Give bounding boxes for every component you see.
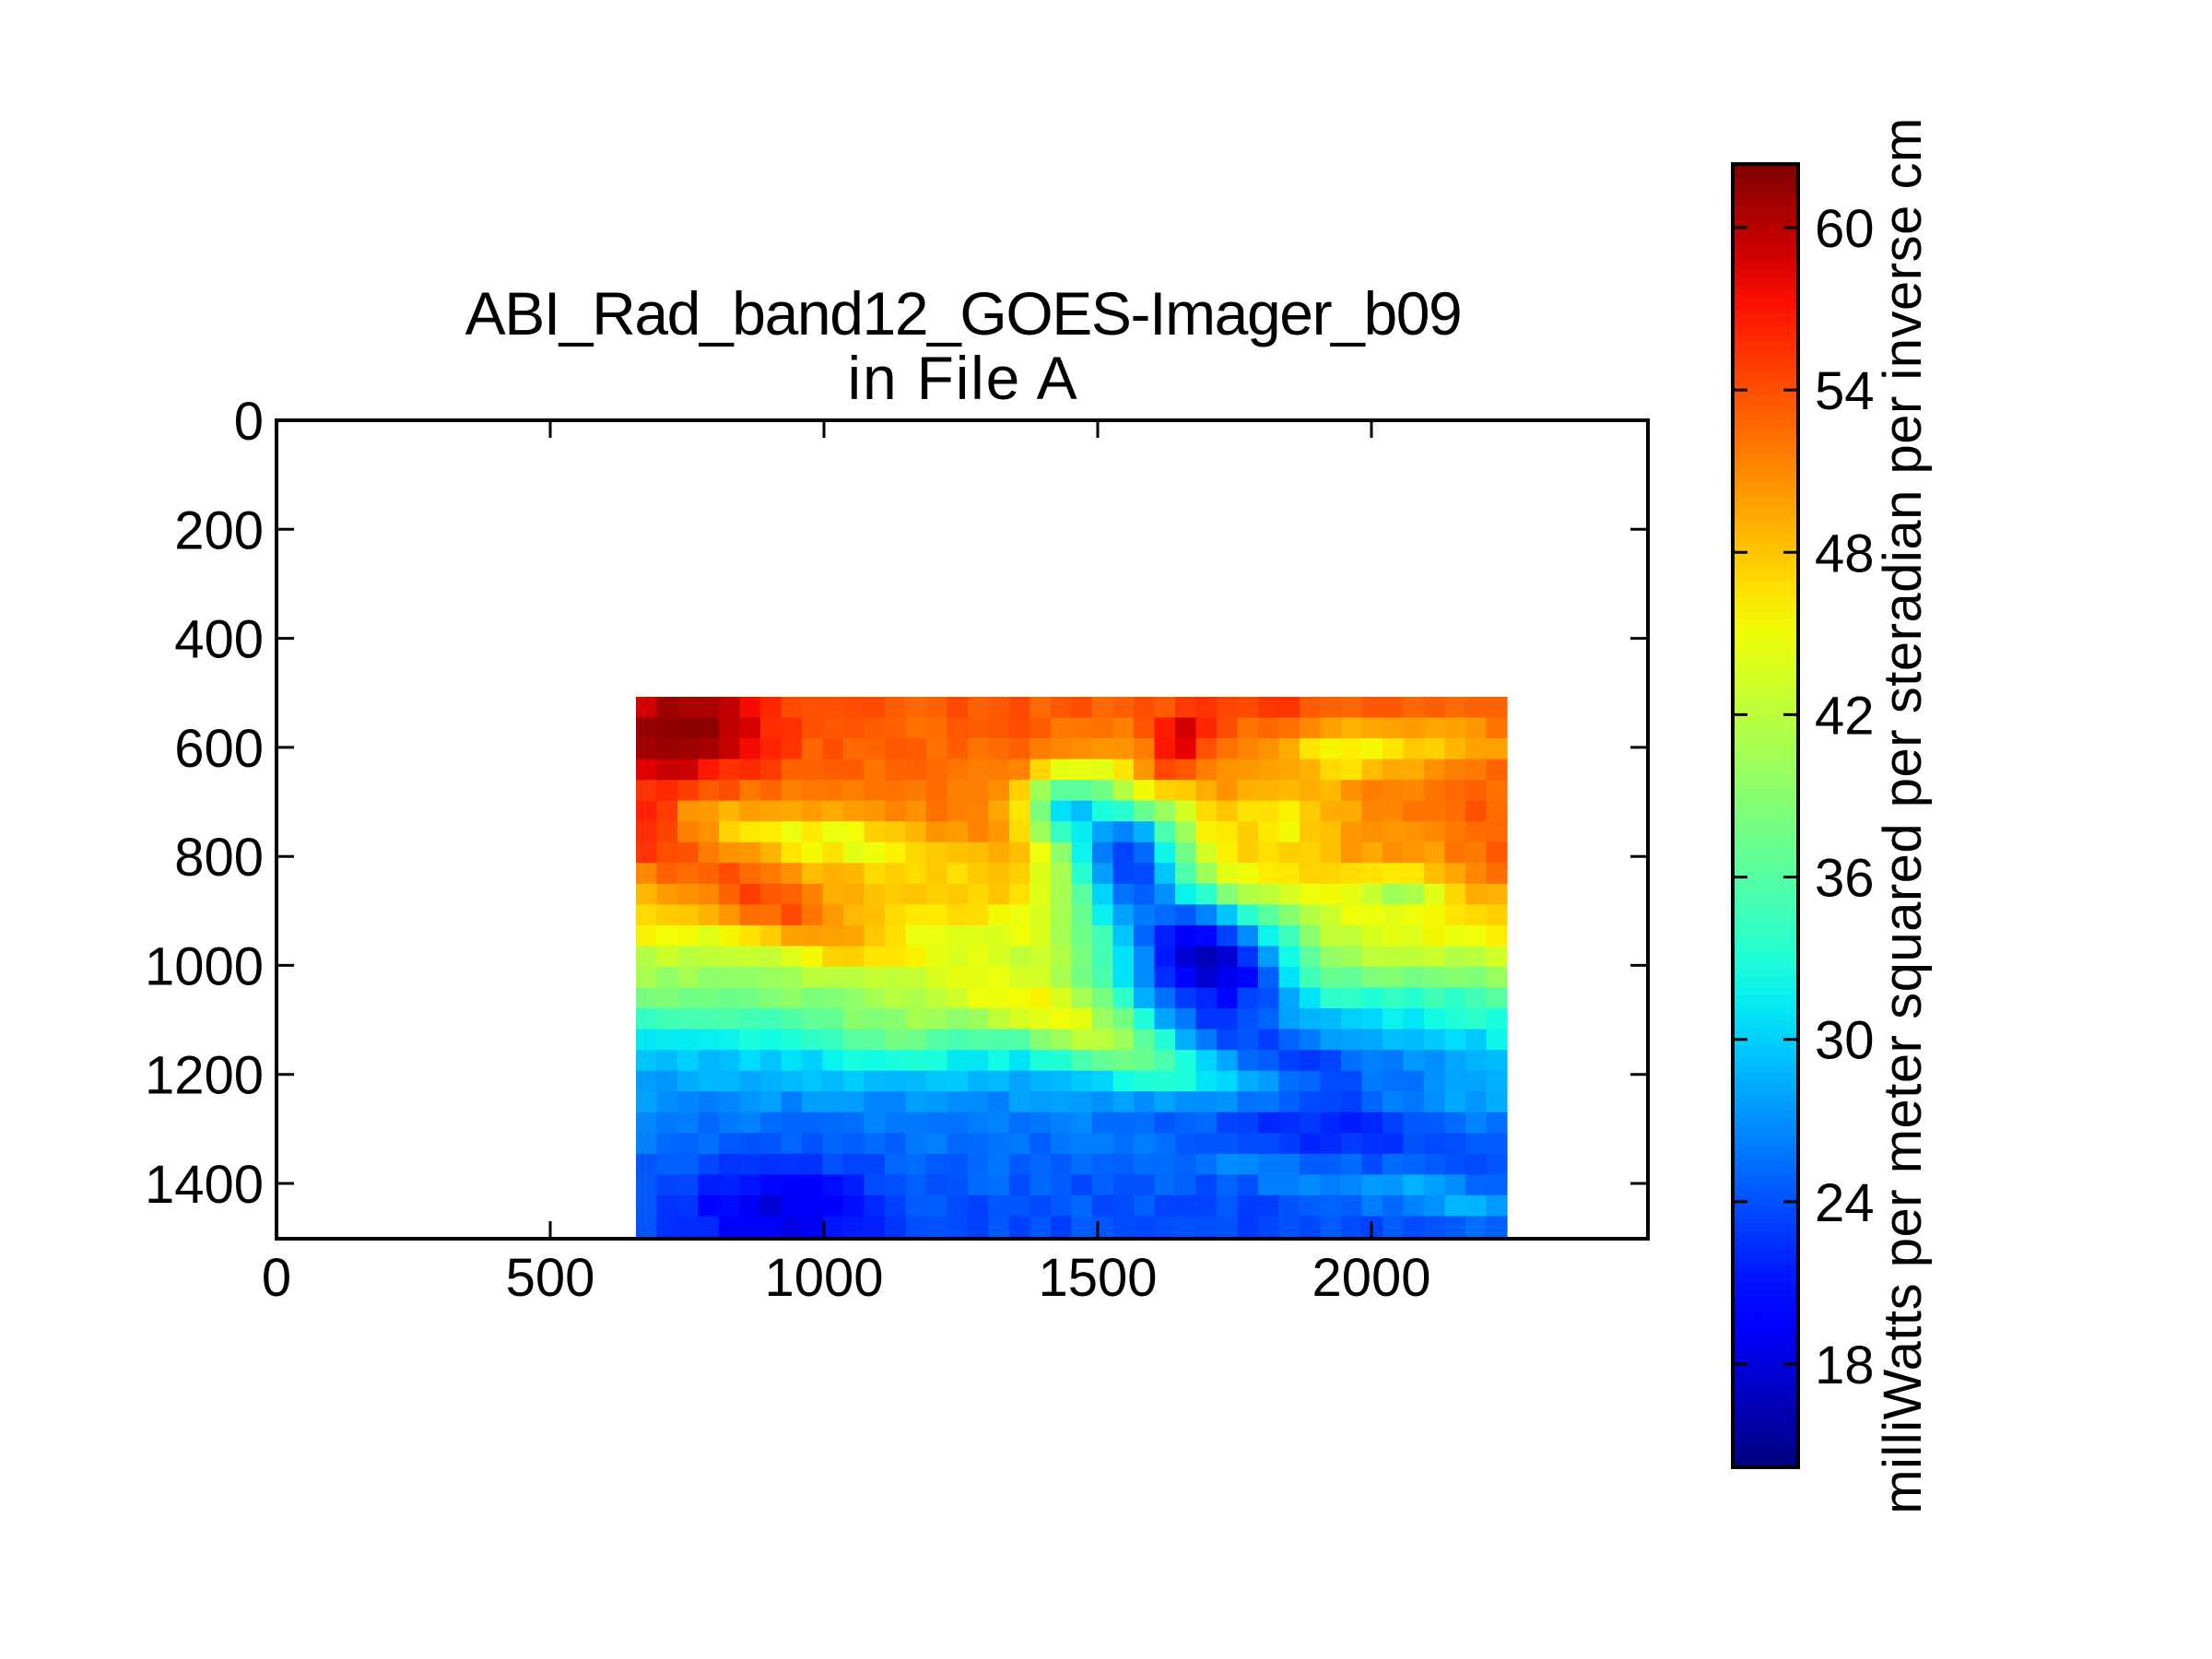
svg-text:54: 54 (1815, 361, 1875, 421)
svg-text:1500: 1500 (1038, 1248, 1157, 1308)
svg-text:1000: 1000 (764, 1248, 883, 1308)
svg-text:milliWatts per meter squared p: milliWatts per meter squared per steradi… (1873, 117, 1933, 1514)
svg-text:42: 42 (1815, 686, 1875, 746)
svg-text:0: 0 (262, 1248, 291, 1308)
svg-text:2000: 2000 (1312, 1248, 1430, 1308)
svg-text:18: 18 (1815, 1335, 1875, 1395)
svg-text:ABI_Rad_band12_GOES-Imager_b09: ABI_Rad_band12_GOES-Imager_b09 (465, 279, 1462, 347)
svg-text:500: 500 (506, 1248, 595, 1308)
svg-text:36: 36 (1815, 849, 1875, 909)
svg-text:1200: 1200 (145, 1046, 264, 1106)
svg-text:400: 400 (174, 610, 264, 670)
svg-text:600: 600 (174, 719, 264, 779)
svg-text:48: 48 (1815, 524, 1875, 583)
svg-text:60: 60 (1815, 199, 1875, 259)
svg-text:0: 0 (234, 392, 264, 452)
svg-text:200: 200 (174, 500, 264, 560)
svg-text:in File A: in File A (848, 344, 1079, 412)
svg-text:30: 30 (1815, 1011, 1875, 1071)
svg-text:24: 24 (1815, 1173, 1875, 1233)
svg-text:800: 800 (174, 828, 264, 888)
svg-text:1400: 1400 (145, 1155, 264, 1215)
svg-text:1000: 1000 (145, 936, 264, 996)
